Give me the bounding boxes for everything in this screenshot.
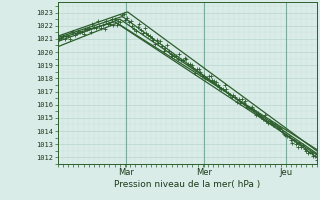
X-axis label: Pression niveau de la mer( hPa ): Pression niveau de la mer( hPa ) (114, 180, 260, 189)
